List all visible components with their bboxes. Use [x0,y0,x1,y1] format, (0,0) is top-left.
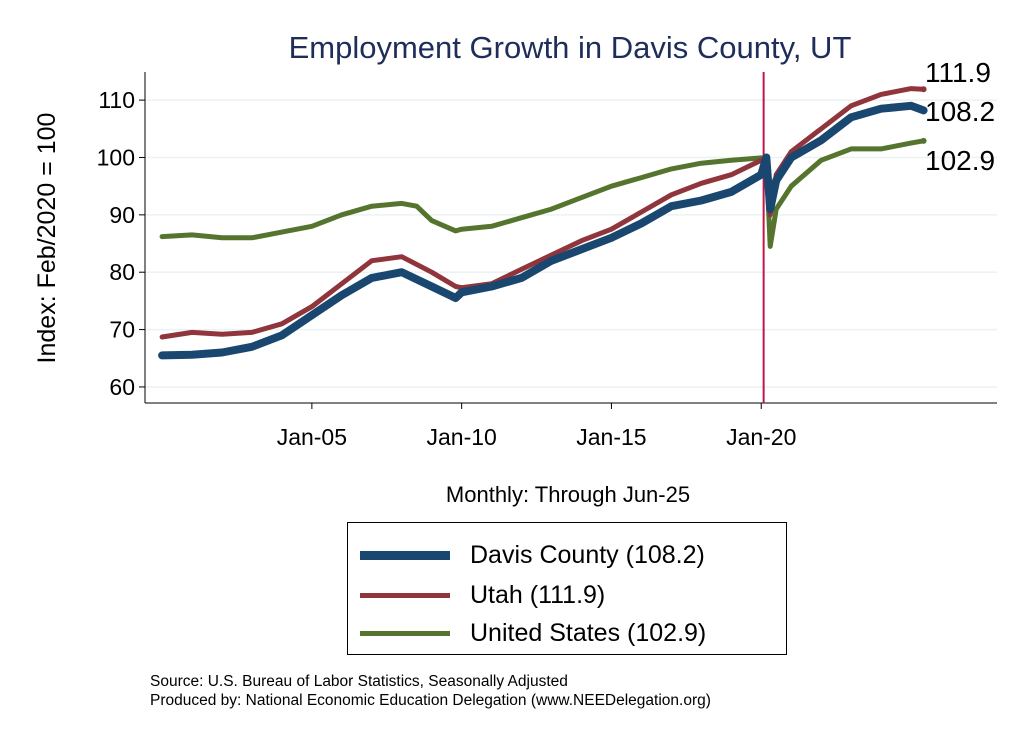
producer-note: Produced by: National Economic Education… [150,692,711,709]
y-tick-label: 70 [109,317,135,343]
y-tick-label: 80 [109,259,135,285]
end-label: 108.2 [925,96,995,127]
legend-label: Utah (111.9) [470,580,606,609]
y-axis-label: Index: Feb/2020 = 100 [33,113,61,364]
legend-swatch [360,592,450,598]
end-point [920,107,927,114]
legend-swatch [360,630,450,636]
legend-item-davis: Davis County (108.2) [360,535,705,575]
plot-area [145,72,997,403]
legend-label: Davis County (108.2) [470,540,705,569]
x-tick-label: Jan-15 [576,424,646,450]
y-tick-label: 90 [109,202,135,228]
series-line-0 [158,101,928,360]
legend-item-us: United States (102.9) [360,613,706,653]
end-label: 111.9 [925,57,991,88]
end-point [920,86,927,93]
end-label: 102.9 [925,145,995,176]
y-tick-label: 110 [98,87,135,113]
series-line-1 [159,86,927,340]
x-tick-label: Jan-05 [277,424,347,450]
legend: Davis County (108.2) Utah (111.9) United… [347,522,787,655]
series-line-2 [159,138,927,249]
end-point [920,137,927,144]
y-tick-label: 100 [97,144,135,170]
legend-label: United States (102.9) [470,618,707,647]
x-axis-label: Monthly: Through Jun-25 [446,482,690,507]
x-tick-label: Jan-10 [426,424,496,450]
y-tick-label: 60 [109,374,135,400]
chart-title: Employment Growth in Davis County, UT [289,30,852,65]
legend-item-utah: Utah (111.9) [360,575,605,615]
legend-swatch [360,550,450,560]
source-note: Source: U.S. Bureau of Labor Statistics,… [150,673,568,690]
x-tick-label: Jan-20 [726,424,796,450]
